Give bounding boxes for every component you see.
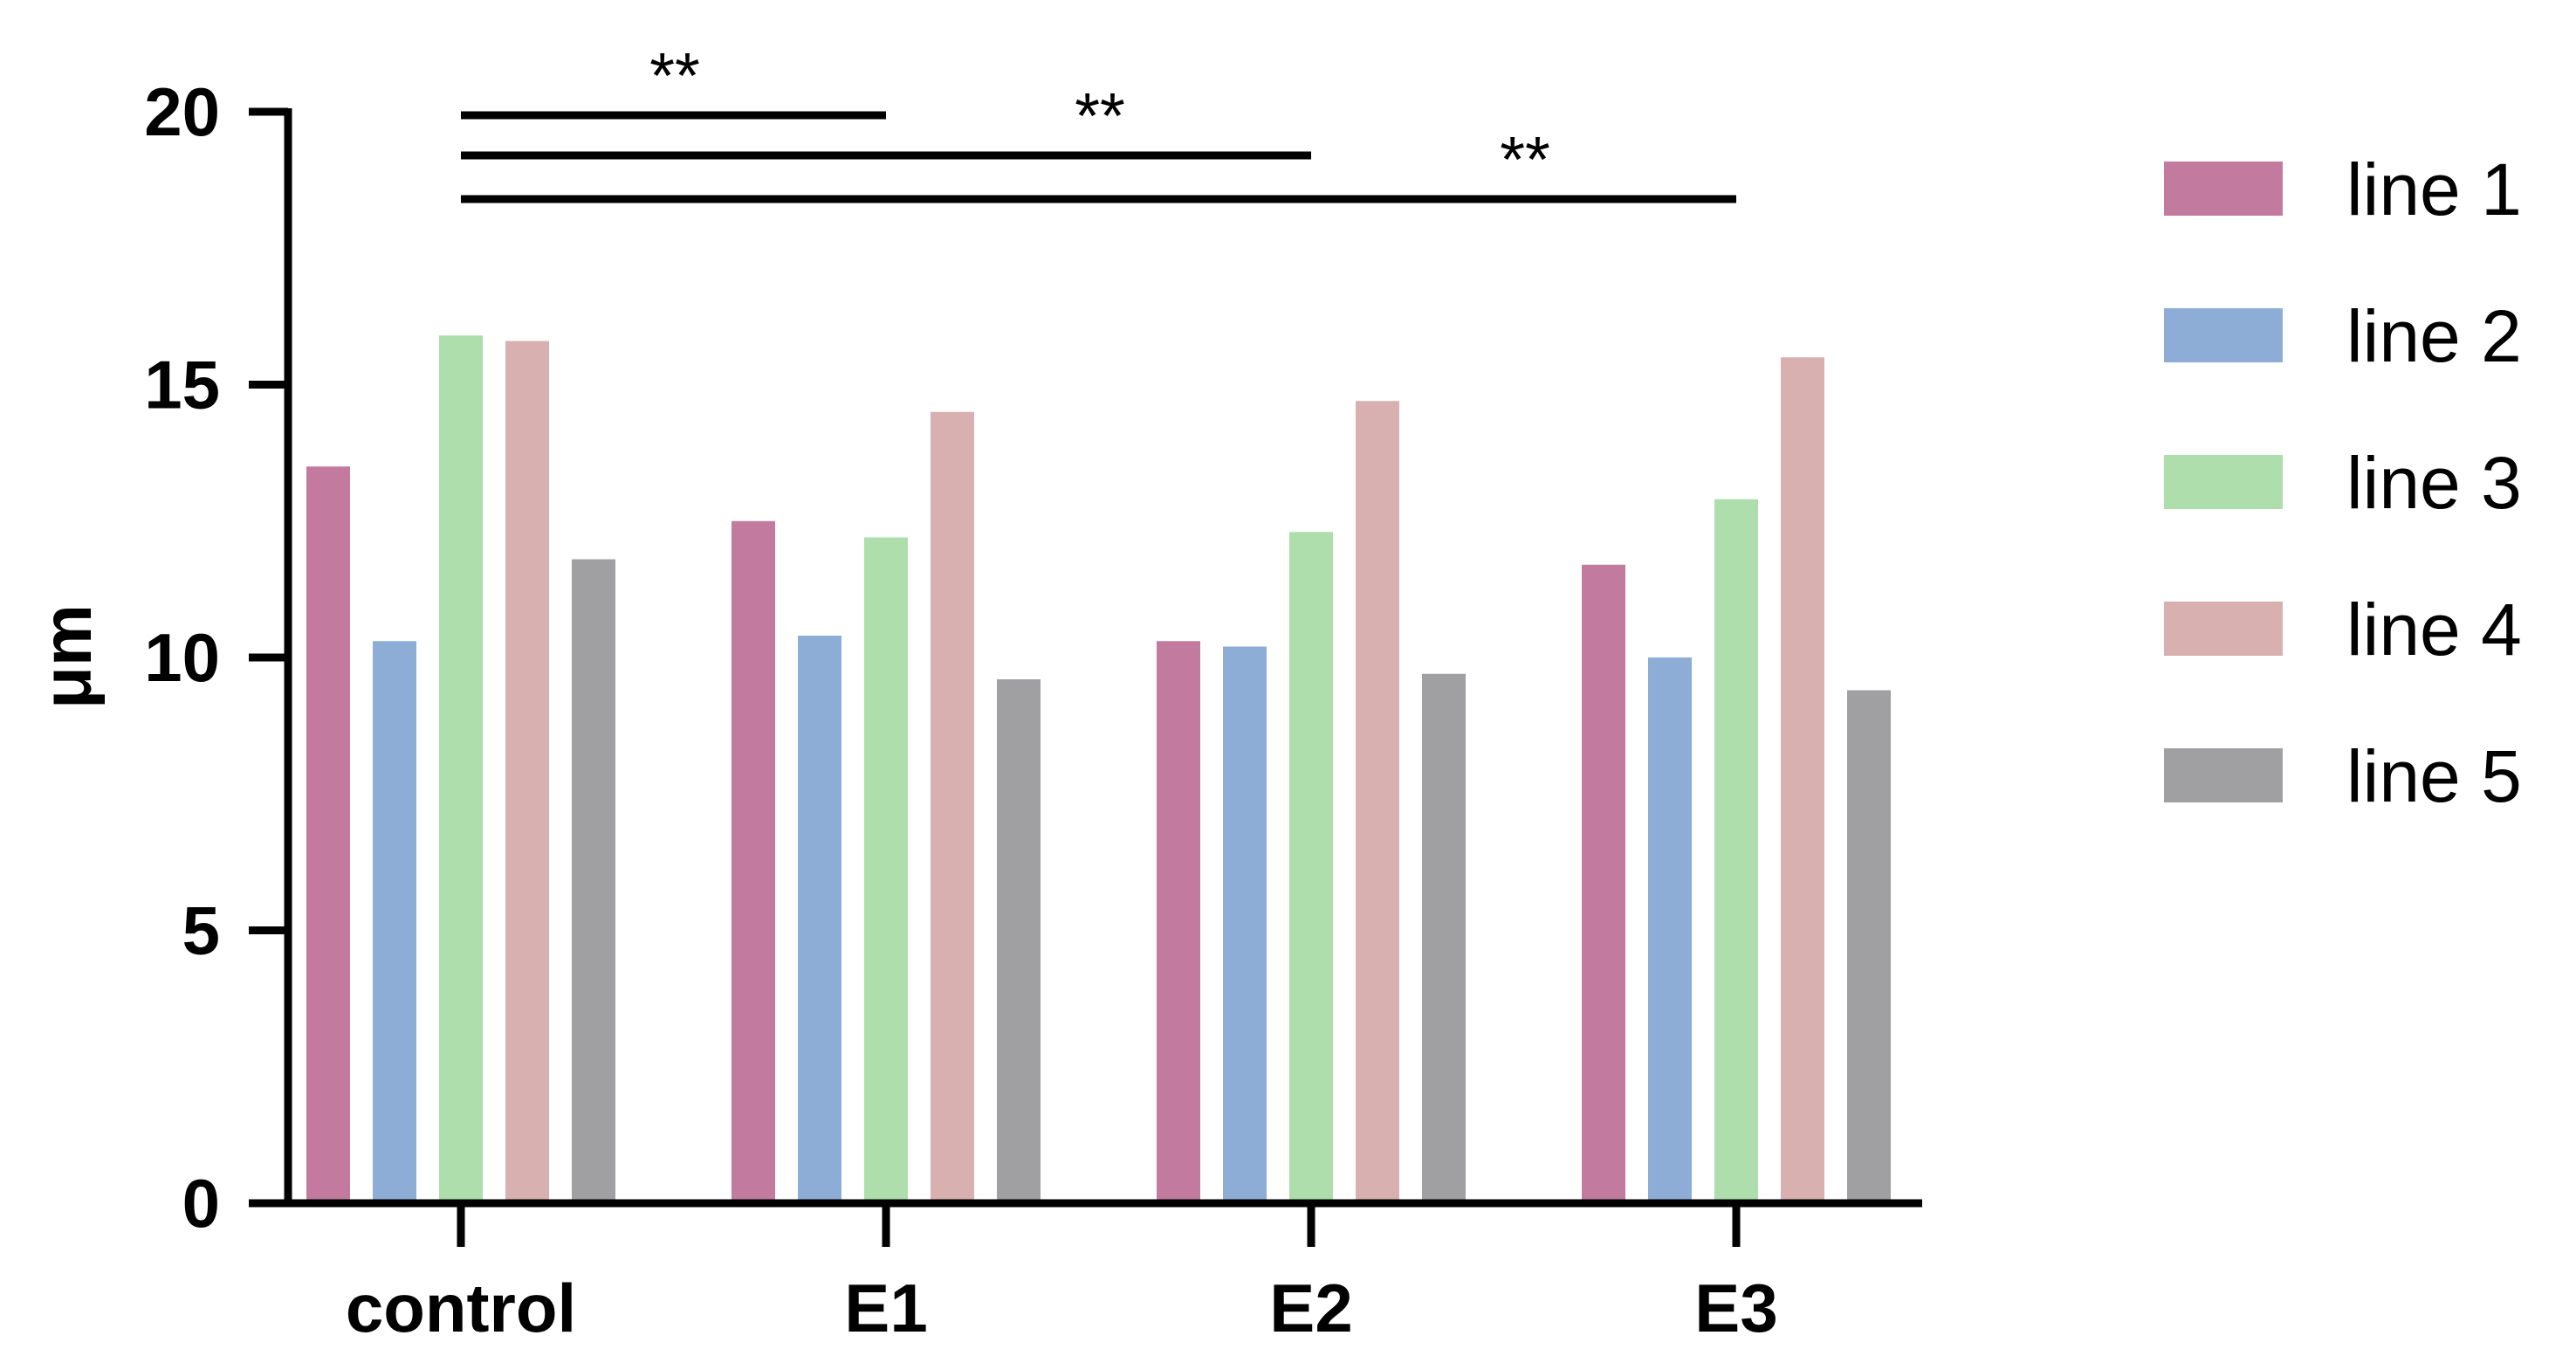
bar-e2-line-5	[1422, 673, 1466, 1203]
y-tick-label: 15	[144, 347, 220, 423]
bar-e3-line-5	[1847, 690, 1891, 1203]
y-axis-ticks: 0 5 10 15 20	[144, 73, 288, 1242]
legend-swatch-line-2	[2164, 308, 2283, 362]
legend-swatch-line-4	[2164, 602, 2283, 656]
bar-control-line-2	[373, 641, 416, 1203]
legend-label-line-1: line 1	[2346, 148, 2522, 231]
legend-swatch-line-3	[2164, 455, 2283, 509]
significance-label: **	[649, 39, 700, 112]
x-tick-label: control	[346, 1270, 576, 1346]
y-tick-label: 10	[144, 619, 220, 696]
x-axis-ticks: control E1 E2 E3	[346, 1203, 1778, 1346]
significance-label: **	[1500, 123, 1550, 196]
y-axis-title: μm	[28, 604, 106, 709]
y-tick-label: 5	[182, 892, 220, 969]
bar-e1-line-4	[931, 411, 974, 1203]
legend-label-line-5: line 5	[2346, 735, 2522, 817]
legend-label-line-3: line 3	[2346, 442, 2522, 524]
bar-e1-line-3	[864, 537, 908, 1203]
legend: line 1 line 2 line 3 line 4 line 5	[2164, 148, 2522, 817]
bar-e3-line-1	[1582, 564, 1625, 1203]
bar-control-line-1	[306, 466, 350, 1203]
bar-e2-line-2	[1223, 646, 1267, 1203]
legend-label-line-2: line 2	[2346, 295, 2522, 377]
bars	[306, 335, 1891, 1203]
bar-control-line-4	[505, 341, 549, 1203]
x-tick-label: E3	[1694, 1270, 1777, 1346]
bar-control-line-3	[439, 335, 483, 1203]
bar-e2-line-4	[1356, 401, 1399, 1203]
significance-brackets: ** ** **	[461, 39, 1736, 203]
bar-e3-line-3	[1714, 499, 1758, 1203]
legend-label-line-4: line 4	[2346, 589, 2522, 671]
bar-e2-line-1	[1157, 641, 1200, 1203]
x-tick-label: E2	[1269, 1270, 1352, 1346]
bar-e3-line-2	[1648, 657, 1692, 1203]
bar-e2-line-3	[1289, 532, 1333, 1203]
y-tick-label: 20	[144, 73, 220, 150]
bar-e1-line-2	[798, 636, 841, 1203]
bar-control-line-5	[572, 559, 615, 1203]
y-tick-label: 0	[182, 1165, 220, 1242]
significance-label: **	[1075, 79, 1125, 152]
bar-e3-line-4	[1781, 357, 1824, 1203]
bar-e1-line-1	[732, 520, 775, 1203]
legend-swatch-line-5	[2164, 748, 2283, 802]
bar-e1-line-5	[997, 679, 1041, 1203]
x-tick-label: E1	[844, 1270, 927, 1346]
legend-swatch-line-1	[2164, 162, 2283, 216]
